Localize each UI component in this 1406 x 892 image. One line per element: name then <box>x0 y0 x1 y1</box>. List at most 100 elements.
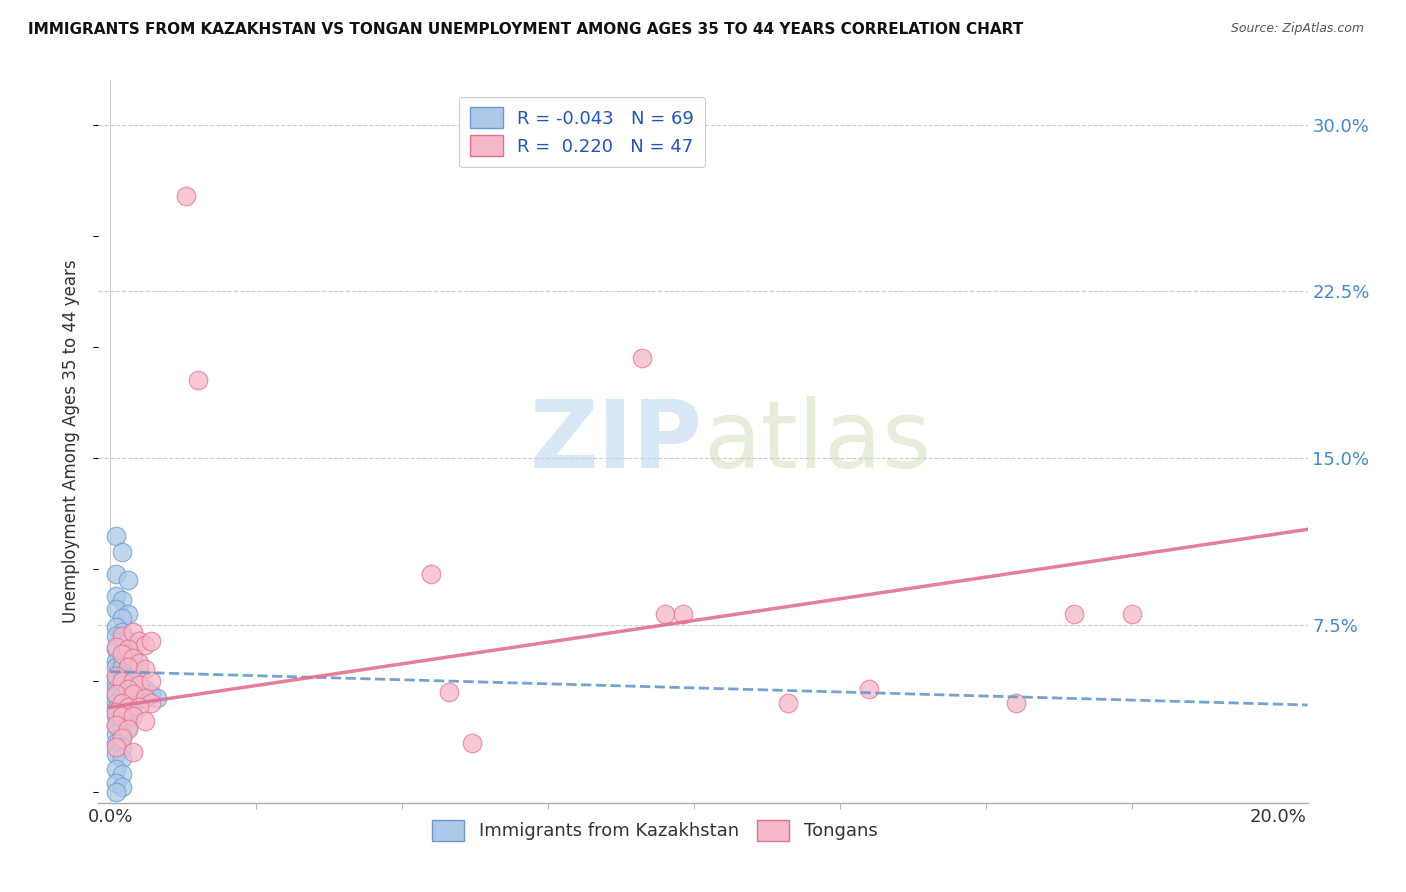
Point <box>117 633 139 648</box>
Point <box>111 711 134 725</box>
Point <box>122 680 145 694</box>
Point <box>104 669 127 683</box>
Point <box>122 651 145 665</box>
Point <box>117 642 139 657</box>
Point <box>104 529 127 543</box>
Point <box>104 640 127 655</box>
Point <box>117 660 139 674</box>
Point <box>134 682 156 697</box>
Point <box>117 705 139 719</box>
Point <box>174 189 197 203</box>
Point <box>128 678 150 692</box>
Point <box>104 620 127 634</box>
Point <box>654 607 676 621</box>
Point <box>104 736 127 750</box>
Point <box>117 698 139 712</box>
Point <box>104 785 127 799</box>
Point <box>1063 607 1085 621</box>
Point <box>104 705 127 719</box>
Point <box>111 633 134 648</box>
Point <box>1004 696 1026 710</box>
Point <box>128 700 150 714</box>
Point <box>117 678 139 692</box>
Point <box>104 653 127 667</box>
Point <box>111 731 134 746</box>
Point <box>117 700 139 714</box>
Point <box>117 607 139 621</box>
Point <box>104 696 127 710</box>
Point <box>117 723 139 737</box>
Point <box>437 684 460 698</box>
Point <box>122 691 145 706</box>
Point <box>117 711 139 725</box>
Point <box>111 705 134 719</box>
Point <box>128 662 150 676</box>
Point <box>117 656 139 670</box>
Point <box>858 682 880 697</box>
Point <box>122 647 145 661</box>
Point <box>104 660 127 674</box>
Point <box>111 629 134 643</box>
Point <box>104 566 127 581</box>
Point <box>111 729 134 743</box>
Point <box>104 727 127 741</box>
Point <box>104 687 127 701</box>
Point <box>111 689 134 703</box>
Point <box>111 780 134 795</box>
Point <box>111 751 134 765</box>
Point <box>776 696 799 710</box>
Point <box>104 675 127 690</box>
Point <box>117 574 139 588</box>
Point <box>111 673 134 688</box>
Text: ZIP: ZIP <box>530 395 703 488</box>
Point <box>139 633 162 648</box>
Point <box>117 662 139 676</box>
Point <box>117 682 139 697</box>
Point <box>122 673 145 688</box>
Point <box>187 373 209 387</box>
Point <box>111 684 134 698</box>
Point <box>128 633 150 648</box>
Point <box>111 696 134 710</box>
Y-axis label: Unemployment Among Ages 35 to 44 years: Unemployment Among Ages 35 to 44 years <box>62 260 80 624</box>
Legend: Immigrants from Kazakhstan, Tongans: Immigrants from Kazakhstan, Tongans <box>425 813 884 848</box>
Point <box>117 671 139 685</box>
Point <box>111 653 134 667</box>
Text: IMMIGRANTS FROM KAZAKHSTAN VS TONGAN UNEMPLOYMENT AMONG AGES 35 TO 44 YEARS CORR: IMMIGRANTS FROM KAZAKHSTAN VS TONGAN UNE… <box>28 22 1024 37</box>
Text: atlas: atlas <box>703 395 931 488</box>
Point <box>128 656 150 670</box>
Point <box>111 696 134 710</box>
Point <box>104 718 127 732</box>
Text: Source: ZipAtlas.com: Source: ZipAtlas.com <box>1230 22 1364 36</box>
Point <box>461 736 484 750</box>
Point <box>139 687 162 701</box>
Point <box>104 740 127 755</box>
Point <box>104 689 127 703</box>
Point <box>104 718 127 732</box>
Point <box>117 684 139 698</box>
Point <box>122 662 145 676</box>
Point <box>111 718 134 732</box>
Point <box>111 669 134 683</box>
Point <box>104 702 127 716</box>
Point <box>128 691 150 706</box>
Point <box>117 691 139 706</box>
Point <box>146 691 169 706</box>
Point <box>139 673 162 688</box>
Point <box>117 720 139 734</box>
Point <box>111 593 134 607</box>
Point <box>104 629 127 643</box>
Point <box>122 687 145 701</box>
Point <box>111 647 134 661</box>
Point <box>111 544 134 558</box>
Point <box>104 776 127 790</box>
Point <box>111 611 134 625</box>
Point <box>134 662 156 676</box>
Point <box>122 698 145 712</box>
Point <box>104 763 127 777</box>
Point <box>104 589 127 603</box>
Point <box>104 682 127 697</box>
Point <box>420 566 443 581</box>
Point <box>104 709 127 723</box>
Point <box>111 645 134 659</box>
